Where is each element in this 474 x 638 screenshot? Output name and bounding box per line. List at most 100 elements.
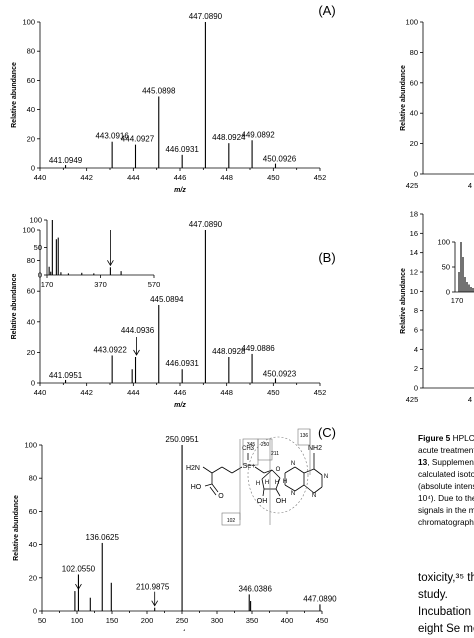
y-tick-label: 80 bbox=[27, 47, 35, 56]
fragment-102: 102 bbox=[227, 518, 236, 524]
y-tick-label: 0 bbox=[31, 164, 35, 173]
atom-o-ring: O bbox=[276, 467, 281, 473]
y-tick-label: 20 bbox=[27, 348, 35, 357]
bond bbox=[261, 478, 265, 490]
x-tick-label: 446 bbox=[174, 388, 187, 397]
peak-label: 446.0931 bbox=[165, 359, 199, 368]
chemical-structure: H2NHOOSe+CH3OOHOHHHHHNH2NNNN102345250136… bbox=[186, 428, 328, 526]
peak-label: 445.0898 bbox=[142, 86, 176, 95]
atom-ho: HO bbox=[191, 484, 202, 491]
bond bbox=[313, 486, 323, 494]
body-text: toxicity,³⁵ this study. Incubation w eig… bbox=[418, 570, 474, 638]
inset-x-tick-label: 370 bbox=[94, 280, 107, 289]
x-axis-label: m/z bbox=[174, 187, 186, 194]
y-tick-label: 100 bbox=[22, 18, 35, 27]
x-tick-label: 350 bbox=[246, 616, 259, 625]
right-y-axis-label: Relative abundance bbox=[400, 65, 407, 131]
bond bbox=[294, 484, 305, 492]
x-tick-label: 250 bbox=[176, 616, 189, 625]
caption-line: chromatographic c bbox=[418, 517, 474, 527]
y-tick-label: 80 bbox=[27, 256, 35, 265]
x-tick-label: 444 bbox=[127, 173, 140, 182]
fragment-bracket bbox=[221, 512, 241, 526]
bond bbox=[211, 483, 219, 493]
caption-line: (absolute intensity bbox=[418, 481, 474, 491]
peak-label: 444.0936 bbox=[121, 326, 155, 335]
bond bbox=[284, 484, 296, 492]
atom-o-carboxyl: O bbox=[218, 493, 224, 500]
y-tick-label: 100 bbox=[22, 226, 35, 235]
right2-y-tick-label: 2 bbox=[414, 364, 418, 373]
inset-y-tick-label: 50 bbox=[34, 243, 42, 252]
peak-label: 446.0931 bbox=[165, 145, 199, 154]
y-tick-label: 40 bbox=[27, 317, 35, 326]
x-tick-label: 452 bbox=[314, 388, 327, 397]
y-axis-label: Relative abundance bbox=[13, 495, 20, 561]
right2-inset-y-tick-label: 0 bbox=[446, 288, 450, 297]
bond bbox=[261, 469, 273, 480]
right2-y-tick-label: 18 bbox=[410, 210, 418, 219]
right-panel-top: 0 20 40 60 80 100 Relative abundance 425 4 bbox=[395, 0, 474, 200]
atom-nh2: NH2 bbox=[308, 445, 322, 452]
spectrum-c: 0 20 40 60 80 100 50 100 150 200 250 300 350 400 450 10… bbox=[13, 425, 337, 631]
bond bbox=[204, 483, 213, 487]
arrow-c2-head bbox=[151, 600, 159, 607]
right-y-tick-label: 100 bbox=[405, 18, 418, 27]
atom-se: Se+ bbox=[243, 463, 256, 470]
caption-line: Figure 5 HPLC-ESI- bbox=[418, 433, 474, 443]
right2-inset-y-tick-label: 100 bbox=[437, 238, 450, 247]
right-y-tick-label: 80 bbox=[410, 48, 418, 57]
atom-n: N bbox=[312, 493, 316, 499]
peak-label: 346.0386 bbox=[239, 584, 273, 593]
caption-line: acute treatment ( bbox=[418, 445, 474, 455]
bond bbox=[303, 484, 315, 494]
x-tick-label: 440 bbox=[34, 388, 47, 397]
y-tick-label: 60 bbox=[29, 507, 37, 516]
arrow-c1-head bbox=[75, 583, 82, 590]
y-tick-label: 40 bbox=[29, 540, 37, 549]
right2-x-tick-label: 425 bbox=[406, 395, 419, 404]
peak-label: 448.0924 bbox=[212, 133, 246, 142]
y-tick-label: 40 bbox=[27, 105, 35, 114]
fragment-136: 136 bbox=[300, 433, 309, 439]
right2-y-axis-label: Relative abundance bbox=[400, 268, 407, 334]
inset-y-tick-label: 100 bbox=[29, 216, 42, 225]
right2-inset-y-tick-label: 50 bbox=[442, 263, 450, 272]
figure-caption: Figure 5 HPLC-ESI- acute treatment ( 13,… bbox=[418, 432, 474, 528]
bond bbox=[209, 486, 217, 496]
caption-line: 10⁴). Due to their l bbox=[418, 493, 474, 503]
peak-label: 250.0951 bbox=[165, 435, 199, 444]
panel-label: (B) bbox=[318, 250, 335, 265]
bond bbox=[275, 477, 281, 490]
bond bbox=[221, 466, 233, 474]
peak-label: 450.0926 bbox=[263, 155, 297, 164]
atom-n: N bbox=[291, 491, 295, 497]
bond bbox=[271, 469, 281, 479]
atom-h2n: H2N bbox=[186, 465, 200, 472]
right-y-tick-label: 40 bbox=[410, 109, 418, 118]
caption-line: 13, Supplementary bbox=[418, 457, 474, 467]
peak-label: 443.0922 bbox=[93, 345, 127, 354]
body-line: study. bbox=[418, 589, 448, 601]
y-tick-label: 0 bbox=[33, 607, 37, 616]
bond bbox=[313, 468, 323, 476]
atom-oh: OH bbox=[276, 498, 287, 505]
fragment-bracket bbox=[257, 438, 273, 461]
caption-line: calculated isotope bbox=[418, 469, 474, 479]
peak-label: 447.0890 bbox=[189, 12, 223, 21]
arrow-b-head bbox=[133, 349, 140, 356]
fragment-250: 250 bbox=[261, 442, 270, 448]
x-axis-label: m/z bbox=[174, 402, 186, 409]
x-tick-label: 100 bbox=[71, 616, 84, 625]
y-tick-label: 80 bbox=[29, 474, 37, 483]
atom-n: N bbox=[324, 474, 328, 480]
inset-x-tick-label: 170 bbox=[41, 280, 54, 289]
inset-arrow-head bbox=[107, 260, 114, 267]
inset-x-tick-label: 570 bbox=[148, 280, 161, 289]
x-tick-label: 452 bbox=[314, 173, 327, 182]
peak-label: 449.0892 bbox=[241, 130, 275, 139]
atom-h: H bbox=[265, 480, 269, 486]
panel-a: 0 20 40 60 80 100 440 442 444 446 448 450 452 441.094… bbox=[0, 0, 340, 200]
peak-label: 444.0927 bbox=[121, 135, 155, 144]
x-tick-label: 450 bbox=[267, 173, 280, 182]
